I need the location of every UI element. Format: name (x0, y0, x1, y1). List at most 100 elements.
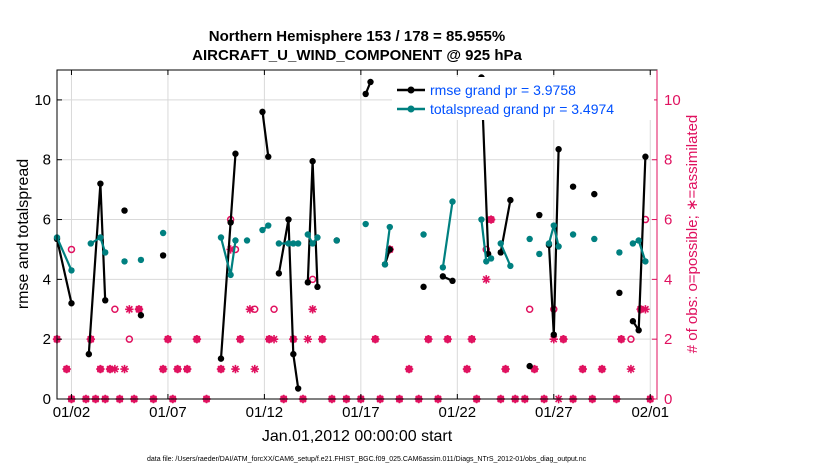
y-tick-label: 8 (43, 152, 51, 169)
point-spread (314, 234, 321, 241)
point-spread (478, 216, 485, 223)
obs-possible-marker (67, 245, 76, 254)
x-tick-label: 01/22 (439, 404, 477, 421)
obs-assimilated-marker (96, 364, 105, 374)
point-rmse (642, 153, 649, 160)
obs-assimilated-marker (530, 364, 539, 374)
obs-assimilated-marker (62, 364, 71, 374)
obs-assimilated-marker (250, 364, 259, 374)
point-spread (333, 237, 340, 244)
point-rmse (591, 190, 598, 198)
point-spread (497, 240, 504, 247)
point-rmse (232, 150, 239, 157)
point-spread (487, 255, 495, 262)
obs-assimilated-marker (236, 334, 245, 344)
chart-title: Northern Hemisphere 153 / 178 = 85.955% (209, 28, 505, 45)
legend-marker-spread (407, 105, 415, 113)
point-spread (227, 271, 234, 279)
y2-tick-label: 2 (664, 331, 672, 348)
point-rmse (635, 327, 642, 334)
point-rmse (97, 180, 104, 187)
y-tick-label: 0 (43, 391, 51, 408)
obs-assimilated-marker (597, 364, 607, 374)
obs-assimilated-marker (482, 275, 491, 284)
point-rmse (449, 277, 456, 285)
obs-assimilated-marker (404, 364, 414, 374)
point-rmse (68, 300, 75, 307)
legend-label-spread: totalspread grand pr = 3.4974 (430, 101, 614, 117)
point-spread (545, 240, 553, 247)
obs-assimilated-marker (158, 364, 168, 374)
point-rmse (569, 183, 577, 190)
point-rmse (629, 318, 637, 325)
obs-possible-marker (627, 335, 635, 343)
point-rmse (309, 158, 316, 165)
point-rmse (304, 279, 312, 286)
obs-assimilated-marker (318, 334, 327, 344)
point-spread (68, 267, 75, 274)
obs-assimilated-marker (231, 364, 240, 374)
data-file-footer: data file: /Users/raeder/DAI/ATM_forcXX/… (147, 456, 587, 463)
point-rmse (550, 331, 557, 338)
point-rmse (314, 283, 321, 291)
point-spread (362, 220, 369, 228)
obs-assimilated-marker (192, 334, 202, 344)
obs-assimilated-marker (173, 364, 182, 374)
obs-assimilated-marker (501, 364, 510, 374)
point-spread (550, 222, 557, 229)
point-spread (309, 240, 316, 247)
point-spread (285, 240, 292, 247)
x-axis-label: Jan.01,2012 00:00:00 start (262, 428, 453, 445)
point-spread (304, 231, 312, 238)
obs-assimilated-marker (265, 334, 274, 344)
obs-assimilated-marker (269, 334, 279, 344)
point-spread (275, 240, 283, 247)
obs-assimilated-marker (245, 305, 255, 314)
point-rmse (259, 108, 266, 116)
point-rmse (536, 211, 543, 219)
point-rmse (85, 350, 93, 358)
point-rmse (285, 216, 292, 223)
point-rmse (439, 273, 447, 280)
point-spread (616, 249, 623, 256)
obs-assimilated-marker (183, 364, 192, 374)
point-spread (439, 264, 447, 271)
point-spread (507, 262, 514, 270)
point-spread (102, 249, 109, 256)
point-rmse (497, 249, 504, 256)
y2-tick-label: 8 (664, 152, 672, 169)
point-rmse (265, 153, 272, 160)
x-tick-label: 01/12 (246, 404, 284, 421)
y2-tick-label: 10 (664, 92, 681, 109)
obs-assimilated-marker (617, 334, 626, 344)
obs-assimilated-marker (110, 364, 120, 374)
obs-assimilated-marker (134, 305, 144, 314)
obs-possible-marker (270, 305, 278, 314)
y2-axis-label: # of obs: o=possible; ∗=assimilated (684, 115, 701, 354)
point-spread (265, 222, 272, 229)
x-tick-label: 01/07 (149, 404, 187, 421)
y-tick-label: 4 (43, 271, 51, 288)
point-rmse (121, 207, 128, 214)
point-rmse (367, 78, 374, 86)
legend: rmse grand pr = 3.9758 totalspread grand… (392, 77, 654, 120)
obs-assimilated-marker (486, 215, 496, 224)
obs-assimilated-marker (549, 334, 558, 344)
obs-possible-marker (125, 335, 134, 343)
point-spread (97, 234, 104, 241)
obs-assimilated-marker (626, 364, 636, 374)
point-spread (137, 256, 145, 264)
point-rmse (137, 312, 145, 319)
obs-possible-marker (525, 305, 534, 314)
point-spread (555, 243, 562, 250)
point-spread (526, 235, 533, 243)
obs-assimilated-marker (443, 334, 452, 344)
point-rmse (362, 90, 369, 98)
x-tick-label: 01/17 (342, 404, 380, 421)
point-rmse (507, 196, 514, 204)
obs-assimilated-marker (641, 305, 650, 314)
point-spread (259, 226, 266, 234)
point-spread (232, 237, 239, 244)
y2-tick-label: 0 (664, 391, 672, 408)
x-tick-label: 02/01 (631, 404, 669, 421)
